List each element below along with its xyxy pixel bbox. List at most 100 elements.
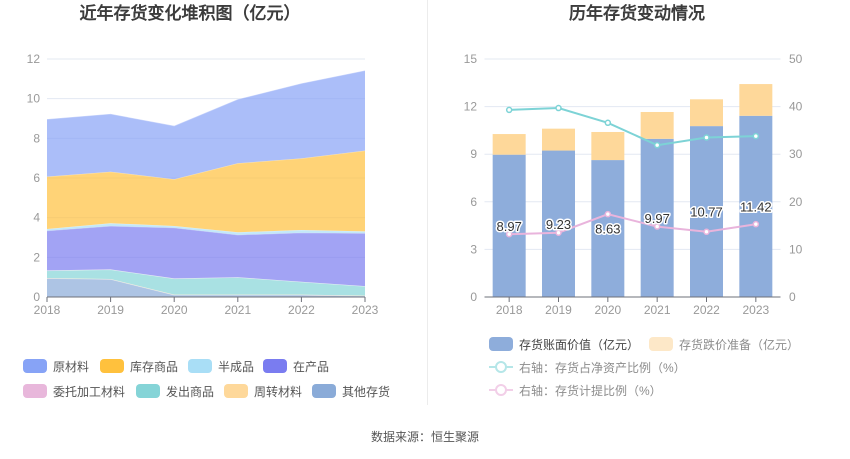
y-tick-label: 6 [33, 171, 40, 185]
line-右轴：存货计提比例（%） [509, 213, 756, 236]
legend-label: 右轴：存货占净资产比例（%） [519, 360, 686, 375]
line-point [703, 134, 710, 141]
charts-canvas: 0 2 4 6 8 10 12 2018 2019 2020 2021 2022 2023 8.97 9.… [27, 52, 803, 317]
y-left-tick-label: 0 [470, 290, 477, 304]
bar-book-value-2019 [542, 150, 575, 297]
data-label: 10.77 [690, 205, 723, 220]
right-chart-axes: 0 3 6 9 12 15 0 10 20 30 40 50 2018 2019 2020 2021 2022 2… [464, 52, 803, 317]
y-right-tick-label: 10 [789, 242, 803, 256]
right-chart-lines [505, 104, 760, 238]
legend-label: 库存商品 [130, 359, 179, 374]
line-point [604, 210, 612, 218]
legend-label: 其他存货 [342, 384, 391, 399]
x-tick-label: 2022 [693, 303, 720, 317]
area-edge [46, 225, 366, 236]
bar-impairment-2022 [690, 99, 723, 127]
x-tick-label: 2020 [161, 303, 188, 317]
data-label: 9.97 [645, 211, 670, 226]
legend-label: 周转材料 [254, 384, 303, 399]
legend-swatch [224, 384, 248, 398]
bar-impairment-2019 [542, 128, 575, 151]
data-source-footer: 数据来源：恒生聚源 [370, 430, 479, 444]
area-半成品 [47, 223, 365, 235]
left-chart-title: 近年存货变化堆积图（亿元） [79, 4, 301, 23]
bar-book-value-2023 [739, 115, 773, 297]
legend-line-marker-icon [489, 383, 513, 397]
legend-label: 半成品 [218, 359, 255, 374]
right-chart-grid [484, 58, 781, 250]
x-tick-label: 2020 [594, 303, 621, 317]
legend-swatch [312, 384, 336, 398]
bar-book-value-2020 [591, 160, 625, 297]
legend-item-impairment-provision[interactable]: 存货跌价准备（亿元） [649, 336, 799, 352]
legend-item-consigned-processing[interactable]: 委托加工材料 [23, 383, 125, 399]
y-right-tick-label: 20 [789, 195, 803, 209]
line-point [604, 119, 612, 127]
y-tick-label: 12 [27, 52, 41, 66]
legend-label: 发出商品 [166, 384, 215, 399]
legend-label: 存货跌价准备（亿元） [679, 337, 800, 352]
legend-label: 原材料 [53, 359, 90, 374]
x-tick-label: 2021 [644, 303, 671, 317]
x-tick-label: 2021 [224, 303, 251, 317]
x-tick-label: 2019 [97, 303, 124, 317]
legend-swatch [23, 384, 47, 398]
x-tick-label: 2018 [496, 303, 523, 317]
x-tick-label: 2023 [742, 303, 769, 317]
line-point [653, 223, 661, 230]
area-edge [46, 70, 366, 127]
legend-item-wip[interactable]: 在产品 [263, 358, 329, 374]
legend-swatch [649, 337, 673, 351]
line-point [703, 228, 710, 236]
bar-book-value-2018 [492, 154, 526, 297]
legend-swatch [263, 359, 287, 373]
data-label: 11.42 [740, 199, 772, 214]
legend-swatch [489, 337, 513, 351]
x-tick-label: 2023 [352, 303, 379, 317]
x-tick-label: 2018 [34, 303, 61, 317]
data-label: 9.23 [546, 217, 571, 232]
right-chart-data-labels: 8.97 9.23 8.63 9.97 10.77 11.42 [495, 198, 773, 238]
y-tick-label: 2 [33, 250, 40, 264]
right-chart-title: 历年存货变动情况 [569, 4, 705, 23]
legend-line-marker-icon [489, 360, 513, 374]
legend-item-inventory-to-net-assets[interactable]: 右轴：存货占净资产比例（%） [489, 359, 686, 375]
y-right-tick-label: 50 [789, 52, 803, 66]
legend-item-provision-ratio[interactable]: 右轴：存货计提比例（%） [489, 382, 662, 398]
legend-swatch [23, 359, 47, 373]
left-chart-axes: 0 2 4 6 8 10 12 2018 2019 2020 2021 2022 2023 [27, 52, 379, 317]
legend-swatch [100, 359, 124, 373]
y-tick-label: 0 [33, 290, 40, 304]
line-point [555, 229, 562, 236]
line-point [653, 141, 661, 149]
y-right-tick-label: 30 [789, 147, 803, 161]
legend-item-other-inventory[interactable]: 其他存货 [312, 383, 390, 399]
legend-label: 委托加工材料 [53, 384, 126, 399]
bar-impairment-2018 [492, 134, 526, 155]
line-point [752, 220, 760, 228]
left-chart-areas [46, 70, 366, 297]
area-委托加工材料 [47, 269, 365, 287]
legend-item-goods-shipped[interactable]: 发出商品 [136, 383, 214, 399]
legend-item-book-value[interactable]: 存货账面价值（亿元） [489, 336, 639, 352]
y-tick-label: 4 [33, 211, 40, 225]
line-point [555, 104, 562, 112]
legend-item-finished-goods[interactable]: 库存商品 [100, 358, 178, 374]
legend-swatch [136, 384, 160, 398]
bar-impairment-2020 [591, 131, 625, 161]
y-left-tick-label: 6 [470, 195, 477, 209]
bar-book-value-2022 [690, 126, 723, 297]
line-point [505, 106, 513, 114]
bar-book-value-2021 [640, 138, 674, 297]
line-右轴：存货占净资产比例（%） [509, 106, 756, 147]
line-point [752, 132, 760, 140]
area-在产品 [47, 226, 365, 287]
data-label: 8.97 [497, 219, 522, 234]
line-point [505, 230, 513, 238]
legend-item-raw-materials[interactable]: 原材料 [23, 358, 89, 374]
legend-item-turnover-materials[interactable]: 周转材料 [224, 383, 302, 399]
y-tick-label: 10 [27, 92, 41, 106]
y-right-tick-label: 40 [789, 100, 803, 114]
legend-item-semi-finished[interactable]: 半成品 [188, 358, 254, 374]
area-其他存货 [47, 278, 365, 297]
